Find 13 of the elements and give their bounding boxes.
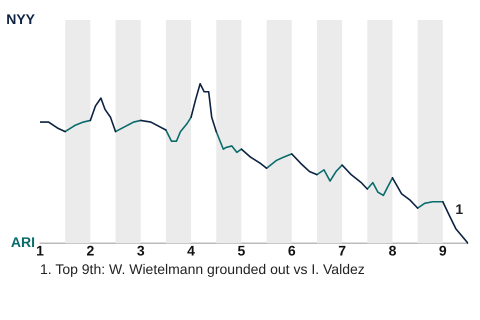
x-tick-label: 1 [36, 242, 44, 258]
x-tick-label: 5 [238, 242, 246, 258]
x-tick-label: 2 [86, 242, 94, 258]
x-tick-label: 8 [388, 242, 397, 258]
x-tick-label: 4 [187, 242, 196, 258]
x-tick-label: 9 [438, 242, 447, 258]
x-tick-label: 3 [136, 242, 145, 258]
x-tick-label: 7 [338, 242, 346, 258]
x-tick-label: 6 [288, 242, 296, 258]
text: ARI [10, 234, 35, 250]
annotation: 1 [455, 201, 464, 218]
text: NYY [6, 10, 36, 27]
text: 1. Top 9th: W. Wietelmann grounded out vs I. Valdez [40, 261, 365, 278]
